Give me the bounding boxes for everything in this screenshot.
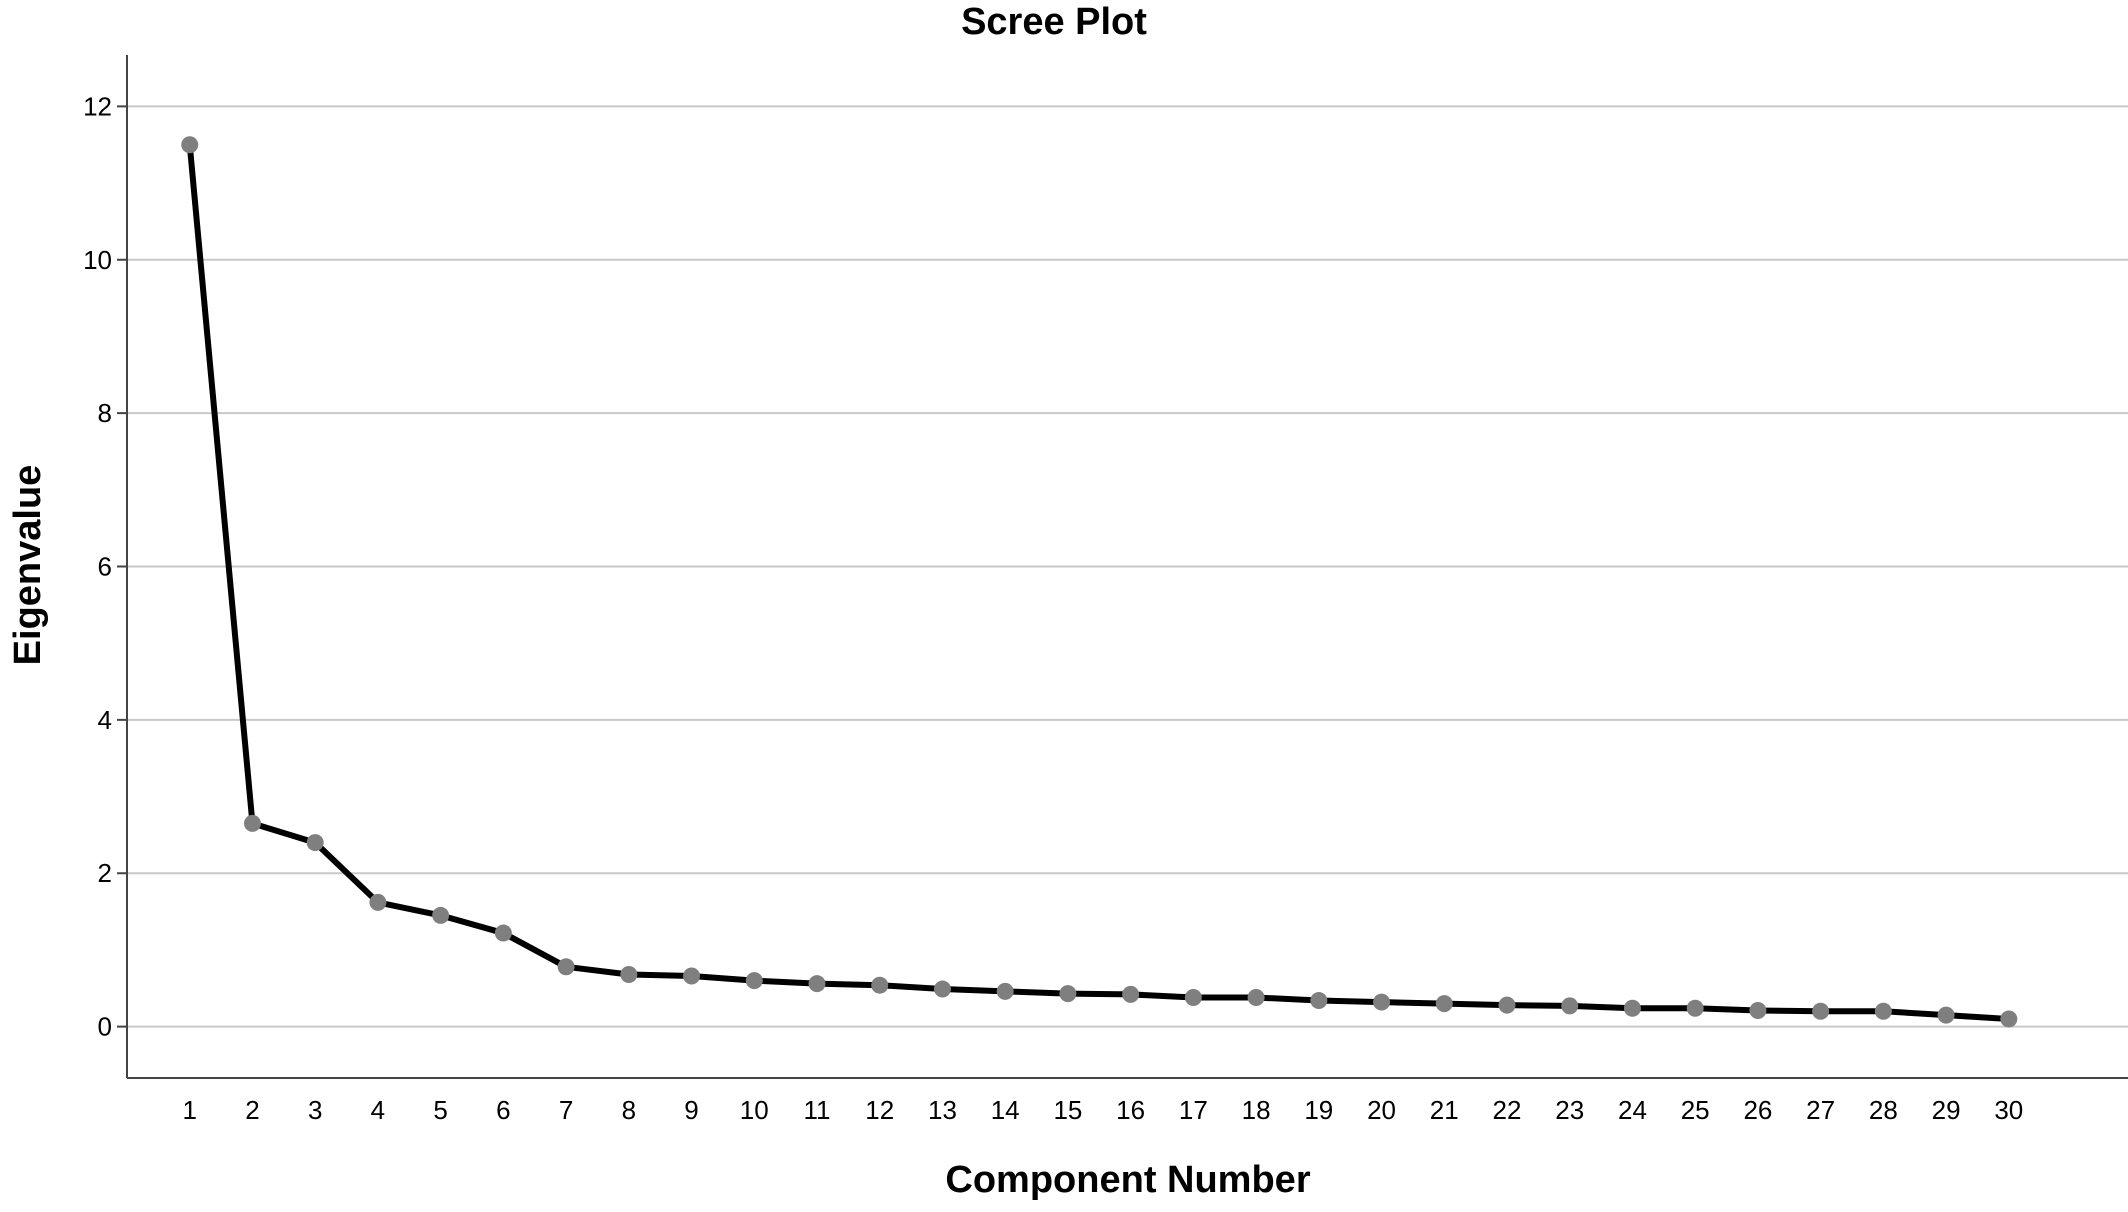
x-tick-label-5: 5	[433, 1095, 447, 1125]
chart-title: Scree Plot	[961, 1, 1147, 43]
data-point-25	[1686, 999, 1704, 1017]
x-tick-label-19: 19	[1304, 1095, 1333, 1125]
x-tick-label-11: 11	[804, 1095, 831, 1125]
axes	[117, 55, 2128, 1079]
x-tick-label-28: 28	[1869, 1095, 1898, 1125]
x-tick-label-2: 2	[245, 1095, 259, 1125]
y-tick-label-8: 8	[98, 398, 112, 428]
y-tick-label-12: 12	[83, 91, 112, 121]
grid-lines	[127, 105, 2128, 1028]
data-point-18	[1247, 988, 1265, 1006]
data-point-14	[996, 982, 1014, 1000]
x-tick-label-23: 23	[1555, 1095, 1584, 1125]
x-tick-label-30: 30	[1994, 1095, 2023, 1125]
x-tick-label-10: 10	[740, 1095, 769, 1125]
x-axis-label: Component Number	[945, 1159, 1310, 1201]
y-tick-label-10: 10	[83, 245, 112, 275]
data-point-16	[1122, 985, 1140, 1003]
data-point-17	[1184, 988, 1202, 1006]
x-tick-label-1: 1	[182, 1095, 196, 1125]
y-tick-label-2: 2	[98, 858, 112, 888]
x-tick-label-4: 4	[371, 1095, 385, 1125]
x-tick-label-8: 8	[622, 1095, 636, 1125]
y-tick-label-4: 4	[98, 705, 112, 735]
x-tick-label-12: 12	[865, 1095, 894, 1125]
data-point-12	[871, 976, 889, 994]
data-point-13	[933, 980, 951, 998]
data-point-23	[1561, 997, 1579, 1015]
y-tick-label-0: 0	[98, 1012, 112, 1042]
y-tick-labels: 0 2 4 6 8 10 12	[83, 91, 112, 1041]
data-point-11	[808, 975, 826, 993]
data-point-9	[683, 967, 701, 985]
data-point-10	[745, 972, 763, 990]
data-point-29	[1937, 1006, 1955, 1024]
x-tick-labels: 1 2 3 4 5 6 7 8 9 10 11 12 13 14 15 16 17 18 19 20 21 22 23 24 2…	[182, 1095, 2023, 1125]
data-point-1	[181, 136, 199, 154]
data-point-3	[306, 834, 324, 852]
y-tick-label-6: 6	[98, 552, 112, 582]
data-point-26	[1749, 1002, 1767, 1020]
data-point-20	[1373, 993, 1391, 1011]
data-point-7	[557, 958, 575, 976]
x-tick-label-13: 13	[928, 1095, 957, 1125]
x-tick-label-14: 14	[991, 1095, 1020, 1125]
x-tick-label-16: 16	[1116, 1095, 1145, 1125]
data-point-6	[494, 924, 512, 942]
x-tick-label-26: 26	[1743, 1095, 1772, 1125]
x-tick-label-29: 29	[1932, 1095, 1961, 1125]
x-tick-label-20: 20	[1367, 1095, 1396, 1125]
x-tick-label-15: 15	[1053, 1095, 1082, 1125]
data-point-8	[620, 965, 638, 983]
x-tick-label-7: 7	[559, 1095, 573, 1125]
x-tick-label-27: 27	[1806, 1095, 1835, 1125]
data-point-27	[1812, 1002, 1830, 1020]
x-tick-label-6: 6	[496, 1095, 510, 1125]
x-tick-label-25: 25	[1681, 1095, 1710, 1125]
data-point-21	[1435, 995, 1453, 1013]
x-tick-label-22: 22	[1493, 1095, 1522, 1125]
eigenvalue-series	[181, 136, 2018, 1028]
data-point-15	[1059, 985, 1077, 1003]
data-point-4	[369, 893, 387, 911]
data-point-24	[1623, 999, 1641, 1017]
data-point-2	[243, 814, 261, 832]
x-tick-label-9: 9	[684, 1095, 698, 1125]
data-point-30	[2000, 1010, 2018, 1028]
data-point-22	[1498, 996, 1516, 1014]
series-line	[186, 141, 2012, 1022]
x-tick-label-18: 18	[1242, 1095, 1271, 1125]
data-point-28	[1874, 1002, 1892, 1020]
y-axis-label: Eigenvalue	[7, 465, 49, 666]
x-tick-label-17: 17	[1179, 1095, 1208, 1125]
data-point-19	[1310, 992, 1328, 1010]
x-tick-label-24: 24	[1618, 1095, 1647, 1125]
x-tick-label-21: 21	[1430, 1095, 1459, 1125]
data-point-5	[432, 906, 450, 924]
x-tick-label-3: 3	[308, 1095, 322, 1125]
